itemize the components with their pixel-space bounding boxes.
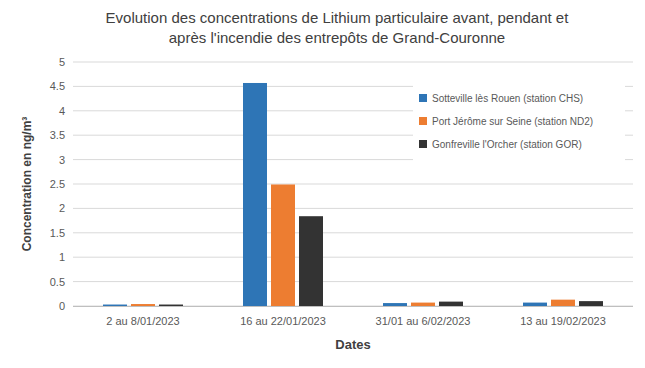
grid-line [73,232,633,233]
x-tick-label: 2 au 8/01/2023 [106,315,179,327]
bar [579,301,603,306]
y-tick-label: 3 [59,154,65,166]
chart: Evolution des concentrations de Lithium … [0,0,645,368]
y-tick-label: 0.5 [50,276,65,288]
legend-swatch [419,140,427,148]
legend-label: Gonfreville l'Orcher (station GOR) [432,139,582,150]
legend-swatch [419,94,427,102]
y-tick-label: 4.5 [50,80,65,92]
x-tick-label: 31/01 au 6/02/2023 [376,315,471,327]
title: Evolution des concentrations de Lithium … [106,9,570,46]
legend-label: Port Jérôme sur Seine (station ND2) [432,116,593,127]
grid-line [73,306,633,307]
legend-label: Sotteville lès Rouen (station CHS) [432,93,583,104]
bar [299,216,323,306]
y-axis-label: Concentration en ng/m³ [20,117,34,252]
bar [103,305,127,306]
grid-line [73,257,633,258]
bar [551,300,575,306]
y-tick-label: 2.5 [50,178,65,190]
title-line: après l'incendie des entrepôts de Grand-… [169,29,505,46]
x-axis-label: Dates [335,337,370,352]
legend-swatch [419,117,427,125]
y-axis: 0 0.5 1 1.5 2 2.5 3 3.5 4 4.5 5 [50,56,633,312]
bar [271,184,295,306]
y-tick-label: 0 [59,300,65,312]
legend: Sotteville lès Rouen (station CHS) Port J… [413,84,625,162]
background [0,0,645,368]
y-axis-line [73,62,74,306]
bar [131,304,155,306]
bar [439,302,463,306]
x-axis: 2 au 8/01/2023 16 au 22/01/2023 31/01 au 6… [106,315,606,327]
grid-line [73,184,633,185]
y-tick-label: 4 [59,105,65,117]
y-tick-label: 3.5 [50,129,65,141]
bars [103,83,603,306]
bar [159,305,183,306]
y-tick-label: 5 [59,56,65,68]
x-tick-label: 13 au 19/02/2023 [520,315,606,327]
y-tick-label: 1 [59,251,65,263]
title-line: Evolution des concentrations de Lithium … [106,9,570,26]
x-tick-label: 16 au 22/01/2023 [240,315,326,327]
bar [411,303,435,306]
bar [383,303,407,306]
legend-box [413,84,625,162]
y-tick-label: 1.5 [50,227,65,239]
grid-line [73,208,633,209]
bar [523,303,547,306]
x-axis-line [73,306,633,307]
grid-line [73,281,633,282]
bar [243,83,267,306]
grid-line [73,62,633,63]
y-tick-label: 2 [59,202,65,214]
